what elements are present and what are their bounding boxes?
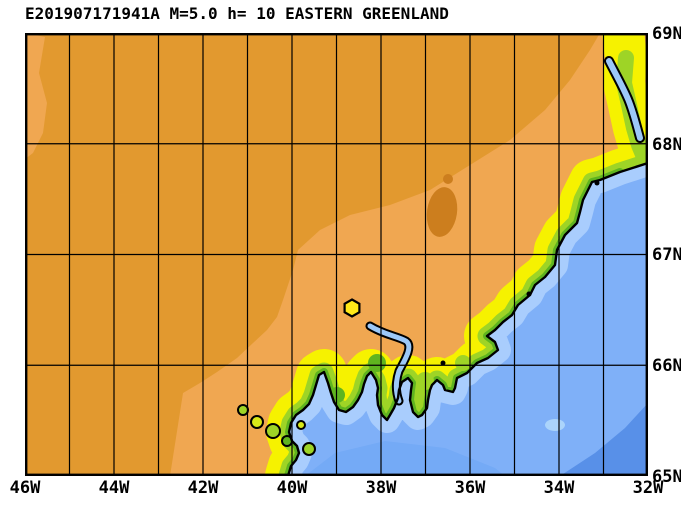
coastline xyxy=(286,161,648,476)
lat-tick-label: 69N xyxy=(652,24,681,44)
islet-dot xyxy=(440,360,446,366)
lon-tick-label: 40W xyxy=(276,478,308,498)
ocean-mid-patch xyxy=(305,441,505,476)
islet-dot xyxy=(594,180,600,186)
figure-title: E201907171941A M=5.0 h= 10 EASTERN GREEN… xyxy=(25,4,449,23)
fjord-sermilik xyxy=(367,323,412,404)
ocean-light-patch xyxy=(545,419,565,431)
ocean-deep-region xyxy=(560,403,648,476)
fjord-northeast xyxy=(606,58,643,141)
green-accent xyxy=(368,354,386,372)
lon-tick-label: 32W xyxy=(632,478,664,498)
map-canvas xyxy=(25,33,648,476)
lon-tick-label: 44W xyxy=(98,478,130,498)
island xyxy=(237,404,249,416)
lat-tick-label: 68N xyxy=(652,135,681,155)
ocean xyxy=(288,163,648,476)
island xyxy=(250,415,264,429)
lat-tick-label: 65N xyxy=(652,467,681,487)
lon-tick-label: 36W xyxy=(454,478,486,498)
graticule xyxy=(25,33,648,476)
epicenter-hexagon-marker xyxy=(343,298,361,318)
lat-tick-label: 66N xyxy=(652,356,681,376)
land-lowland-west xyxy=(25,33,47,159)
land-highland-dot xyxy=(443,174,453,184)
island xyxy=(265,423,281,439)
map-frame xyxy=(25,33,648,476)
lon-tick-label: 38W xyxy=(365,478,397,498)
lon-tick-label: 46W xyxy=(9,478,41,498)
islet-dot xyxy=(526,291,532,297)
lon-tick-label: 42W xyxy=(187,478,219,498)
land-highland-blob xyxy=(426,187,458,237)
island xyxy=(302,442,316,456)
island xyxy=(296,420,306,430)
green-accent xyxy=(455,355,471,371)
lon-tick-label: 34W xyxy=(543,478,575,498)
lat-tick-label: 67N xyxy=(652,245,681,265)
